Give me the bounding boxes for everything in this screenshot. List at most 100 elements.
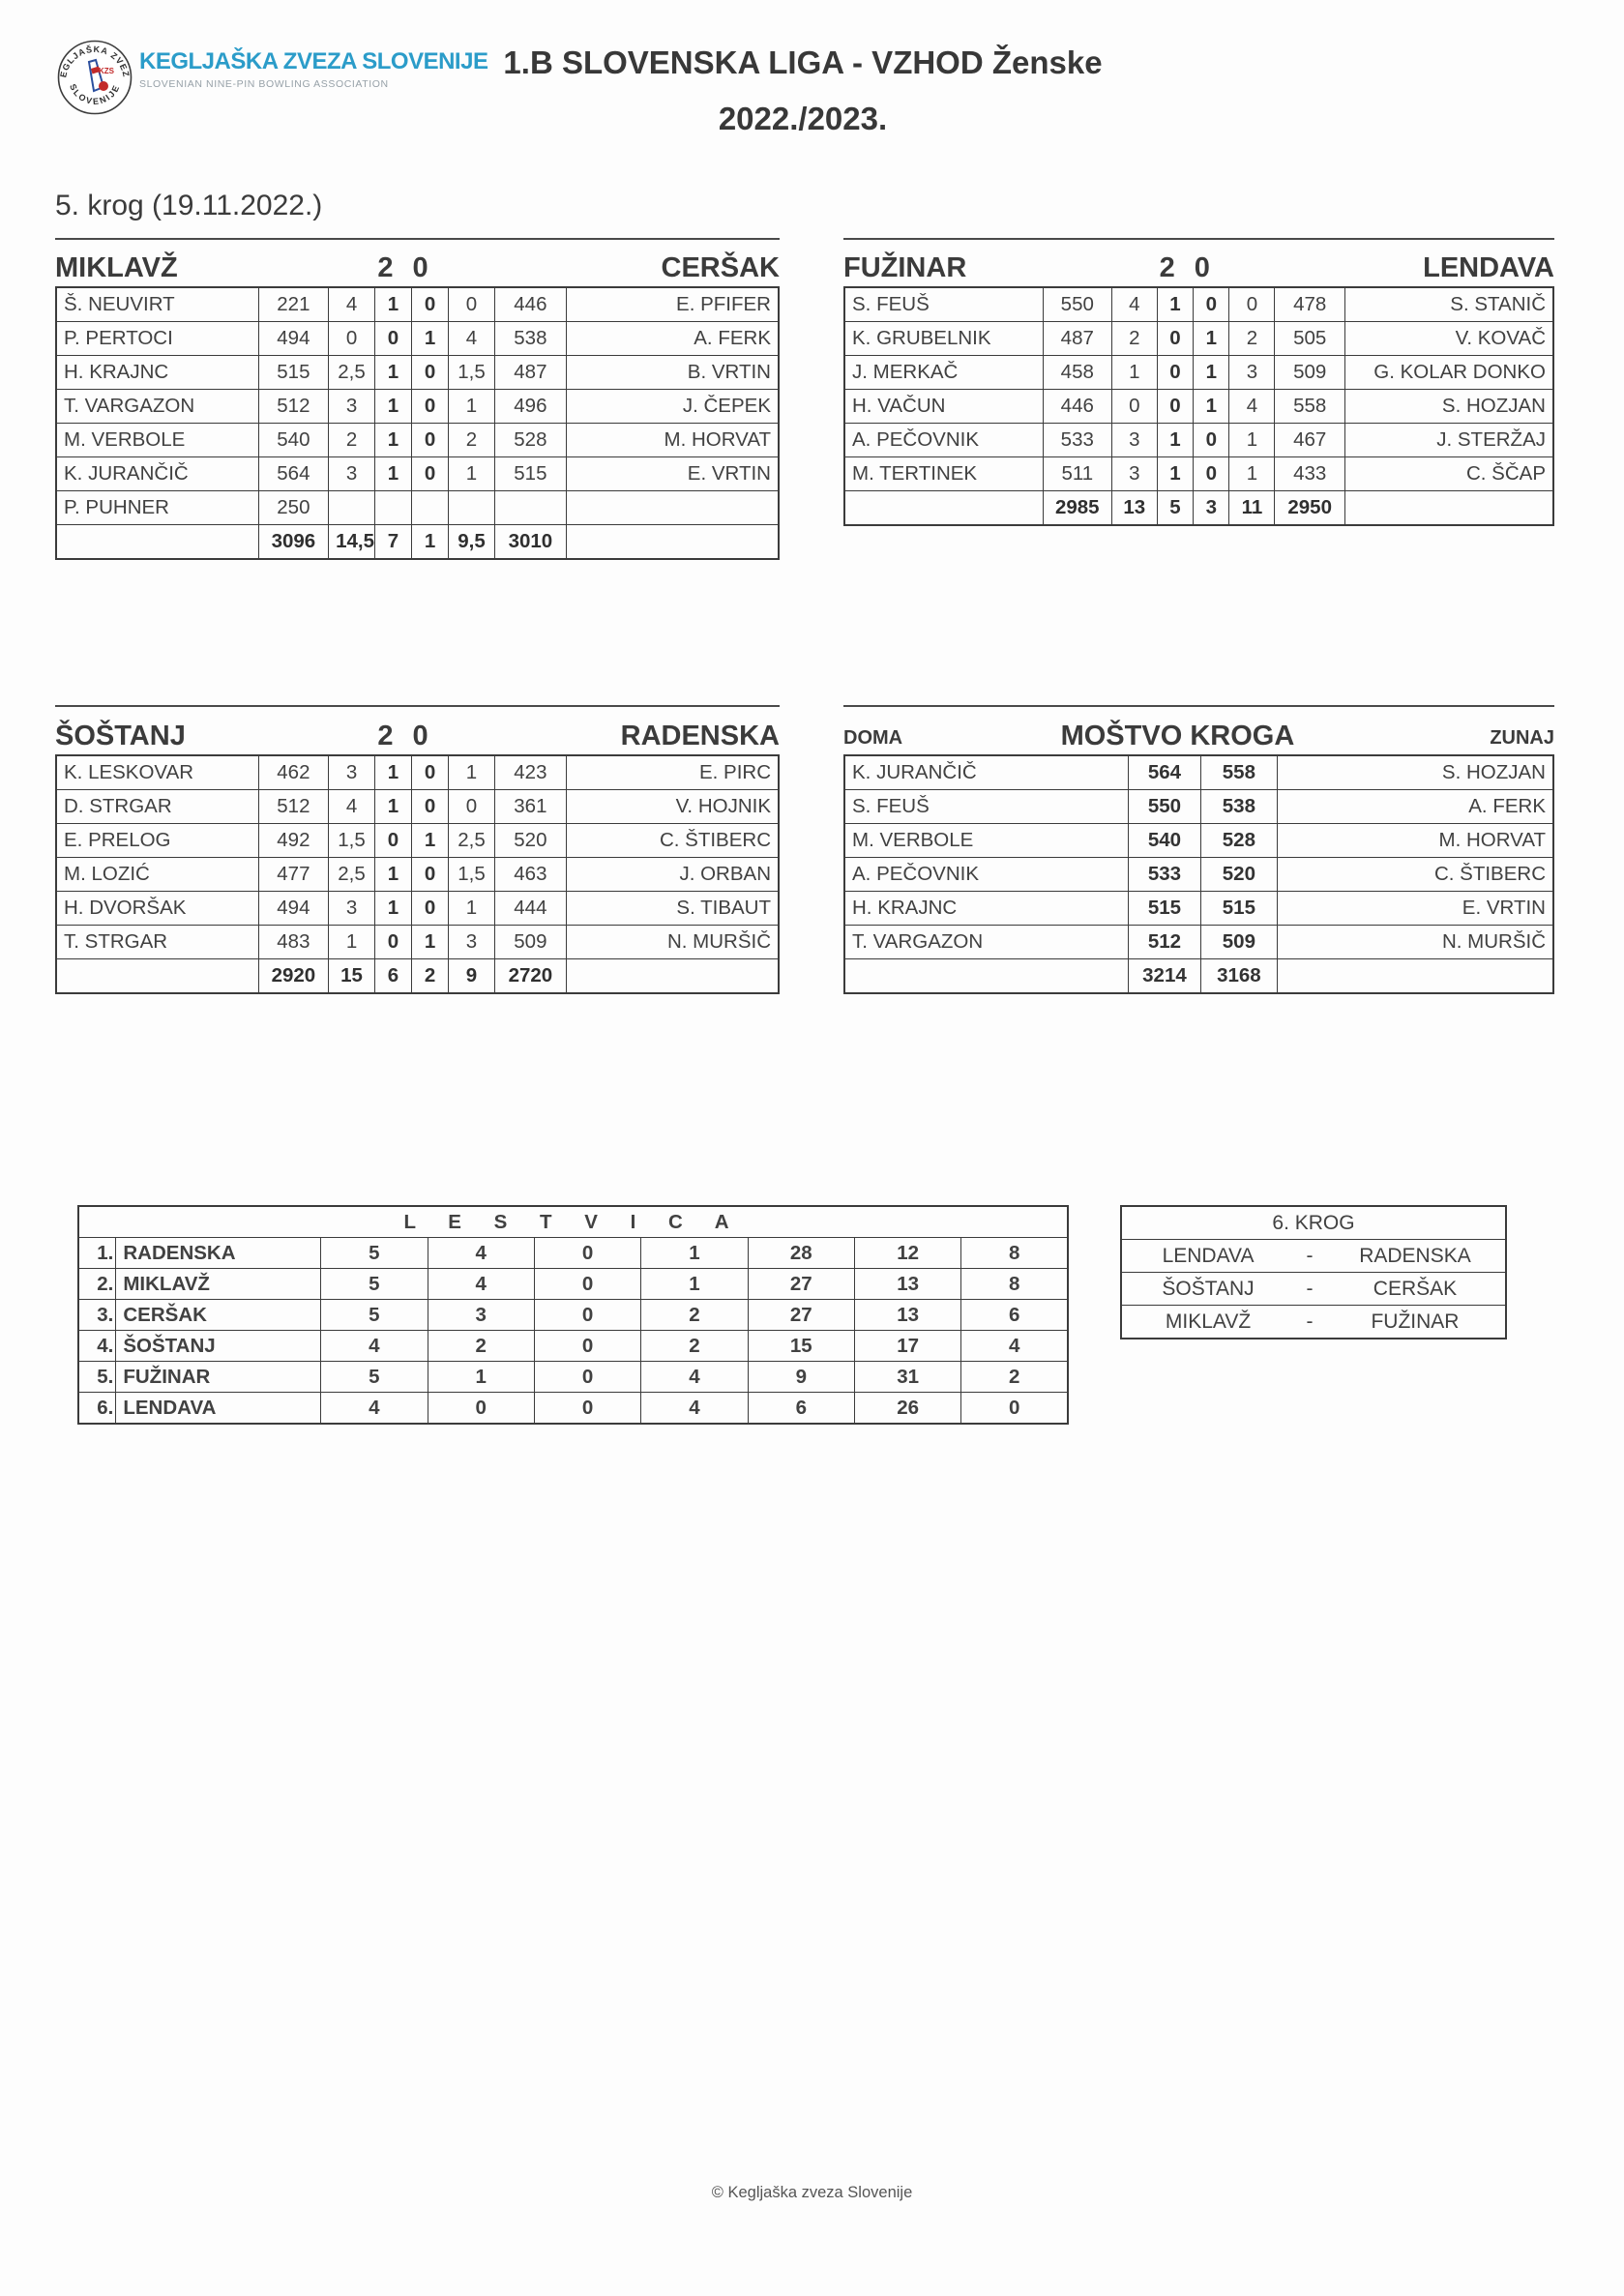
match1-player-row: Š. NEUVIRT 221 4 1 0 0 446 E. PFIFER (55, 286, 780, 322)
a-sets-cell: 1 (448, 754, 495, 790)
a-score-cell: 538 (1200, 789, 1278, 824)
team-of-round-row: H. KRAJNC 515 515 E. VRTIN (843, 891, 1554, 926)
kzs-logo: KEGLJAŠKA ZVEZA SLOVENIJE KZS (52, 31, 133, 116)
a-mp-cell: 0 (411, 286, 450, 322)
match3-table-wrap: K. LESKOVAR 462 3 1 0 1 423 E. PIRC D. STRGAR 512… (55, 754, 780, 994)
round-heading: 5. krog (19.11.2022.) (55, 190, 323, 221)
match2-table-wrap: S. FEUŠ 550 4 1 0 0 478 S. STANIČ K. GRUBELNIK 48… (843, 286, 1554, 526)
h-mp-cell: 0 (1156, 321, 1195, 356)
a-sets-cell: 0 (448, 789, 495, 824)
match1-player-row: K. JURANČIČ 564 3 1 0 1 515 E. VRTIN (55, 456, 780, 491)
h-score-cell: 515 (1127, 891, 1202, 926)
h-mp-cell: 0 (1156, 389, 1195, 424)
team-of-round-row: K. JURANČIČ 564 558 S. HOZJAN (843, 754, 1554, 790)
a-sets-cell: 2 (448, 423, 495, 457)
away-cell: V. KOVAČ (1343, 321, 1554, 356)
a-sets-total: 9 (448, 958, 495, 994)
h-mp-cell: 1 (1156, 456, 1195, 491)
l-cell: 4 (640, 1392, 749, 1425)
match1-player-row: M. VERBOLE 540 2 1 0 2 528 M. HORVAT (55, 423, 780, 457)
match2-home-points: 2 (1159, 252, 1175, 283)
pts-cell: 8 (960, 1237, 1069, 1269)
team-of-round-row: T. VARGAZON 512 509 N. MURŠIČ (843, 925, 1554, 959)
h-mp-cell: 0 (373, 321, 413, 356)
rank-cell: 6. (77, 1392, 117, 1425)
h-mp-cell (373, 490, 413, 525)
away-cell: E. VRTIN (1276, 891, 1554, 926)
w-cell: 0 (427, 1392, 535, 1425)
standings-row: 5. FUŽINAR 5 1 0 4 9 31 2 (77, 1361, 1069, 1393)
pf-cell: 27 (747, 1299, 856, 1331)
away-cell: A. FERK (1276, 789, 1554, 824)
h-score-cell: 540 (257, 423, 330, 457)
h-score-cell: 477 (257, 857, 330, 892)
fixture-row: ŠOŠTANJ - CERŠAK (1121, 1272, 1506, 1306)
a-mp-total: 2 (411, 958, 450, 994)
standings-title-row: L E S T V I C A (77, 1205, 1069, 1238)
home-cell: Š. NEUVIRT (55, 286, 259, 322)
a-mp-total: 3 (1193, 490, 1230, 526)
w-cell: 4 (427, 1268, 535, 1300)
match3-player-row: D. STRGAR 512 4 1 0 0 361 V. HOJNIK (55, 789, 780, 824)
a-sets-cell: 1 (1228, 423, 1276, 457)
rule-left-top (55, 238, 780, 240)
w-cell: 3 (427, 1299, 535, 1331)
home-cell: H. KRAJNC (55, 355, 259, 390)
h-mp-cell: 1 (373, 355, 413, 390)
team-of-round-row: S. FEUŠ 550 538 A. FERK (843, 789, 1554, 824)
match2-away-points: 0 (1194, 252, 1210, 283)
match1-away-team: CERŠAK (661, 252, 780, 283)
w-cell: 4 (427, 1237, 535, 1269)
d-cell: 0 (533, 1392, 642, 1425)
match1-header: MIKLAVŽ 2 0 CERŠAK (55, 244, 780, 284)
match1-totals: 3096 14,5 7 1 9,5 3010 (55, 524, 780, 560)
rank-cell: 5. (77, 1361, 117, 1393)
a-score-cell: 478 (1274, 286, 1345, 322)
a-sets-cell: 1 (448, 389, 495, 424)
away-cell: A. FERK (565, 321, 780, 356)
h-mp-cell: 1 (373, 754, 413, 790)
away-cell: S. STANIČ (1343, 286, 1554, 322)
sep-cell: - (1294, 1305, 1325, 1339)
a-score-cell: 515 (1200, 891, 1278, 926)
home-cell: S. FEUŠ (843, 286, 1044, 322)
home-cell: J. MERKAČ (843, 355, 1044, 390)
rank-cell: 1. (77, 1237, 117, 1269)
team-cell: ŠOŠTANJ (115, 1330, 322, 1362)
match2-score: 2 0 (1128, 252, 1242, 284)
a-score-cell: 528 (493, 423, 567, 457)
a-sets-cell: 2 (1228, 321, 1276, 356)
h-score-cell: 458 (1042, 355, 1112, 390)
team-of-round-table-wrap: K. JURANČIČ 564 558 S. HOZJAN S. FEUŠ 550 538 A… (843, 754, 1554, 994)
team-of-round-totals-row: 3214 3168 (843, 958, 1554, 994)
away-cell: S. HOZJAN (1343, 389, 1554, 424)
w-cell: 1 (427, 1361, 535, 1393)
match2-player-row: J. MERKAČ 458 1 0 1 3 509 G. KOLAR DONKO (843, 355, 1554, 390)
h-sets-cell: 3 (1110, 423, 1158, 457)
away-cell: FUŽINAR (1324, 1305, 1506, 1339)
a-mp-cell: 0 (411, 754, 450, 790)
l-cell: 2 (640, 1299, 749, 1331)
pts-cell: 0 (960, 1392, 1069, 1425)
a-sets-cell: 0 (448, 286, 495, 322)
a-score-cell: 496 (493, 389, 567, 424)
a-score-cell: 558 (1200, 754, 1278, 790)
a-score-cell: 558 (1274, 389, 1345, 424)
h-sets-cell: 1,5 (328, 823, 375, 858)
a-score-total: 3010 (493, 524, 567, 560)
title-line2: 2022./2023. (718, 101, 888, 136)
away-cell (1343, 490, 1554, 526)
h-mp-cell: 1 (1156, 286, 1195, 322)
home-cell: P. PERTOCI (55, 321, 259, 356)
h-score-cell: 533 (1127, 857, 1202, 892)
home-cell: LENDAVA (1121, 1239, 1295, 1273)
team-of-round-row: M. VERBOLE 540 528 M. HORVAT (843, 823, 1554, 858)
h-mp-cell: 1 (373, 456, 413, 491)
a-mp-cell: 0 (411, 891, 450, 926)
home-cell: M. VERBOLE (843, 823, 1129, 858)
a-score-cell: 505 (1274, 321, 1345, 356)
h-score-cell: 462 (257, 754, 330, 790)
home-cell: A. PEČOVNIK (843, 423, 1044, 457)
match2-player-row: S. FEUŠ 550 4 1 0 0 478 S. STANIČ (843, 286, 1554, 322)
standings-table-wrap: L E S T V I C A 1. RADENSKA 5 4 0 1 28 12 8 2. MIK… (77, 1205, 1069, 1425)
